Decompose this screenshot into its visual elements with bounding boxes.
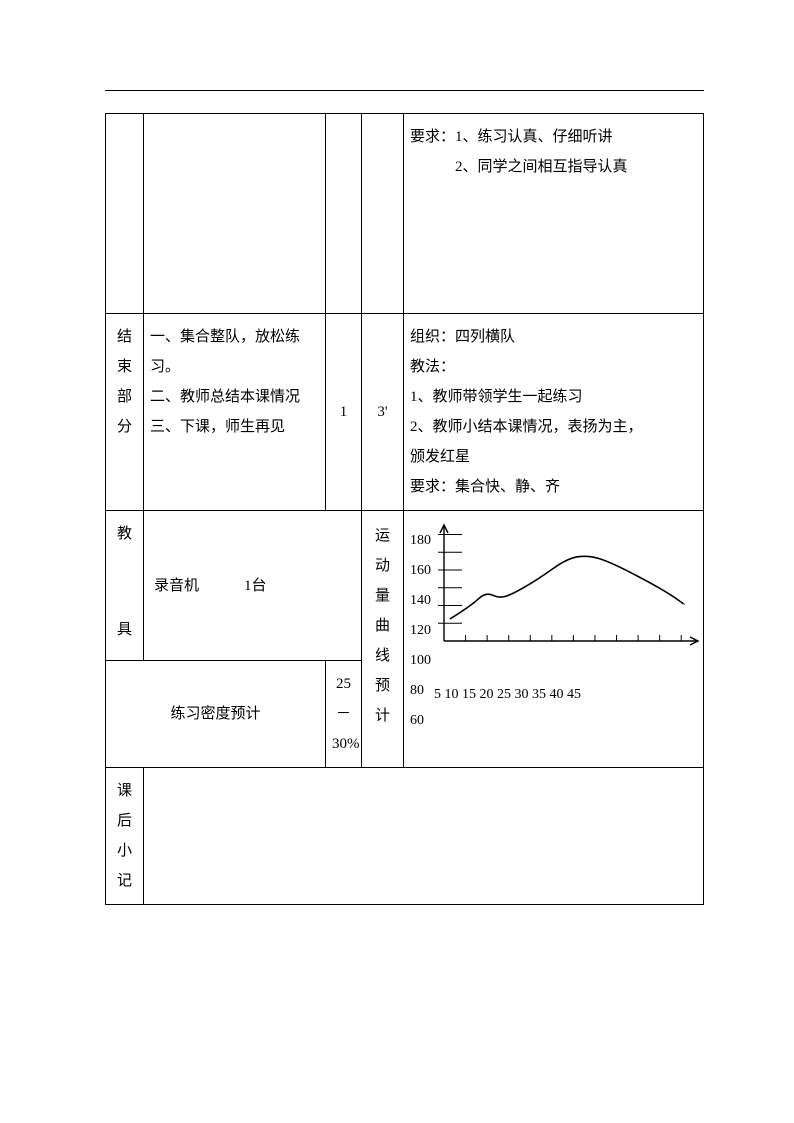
lesson-plan-table: 要求：1、练习认真、仔细听讲 2、同学之间相互指导认真 结 束 部 分 一、集合… — [105, 113, 704, 905]
top-rule — [105, 90, 704, 91]
chart-label: 运 动 量 曲 线 预 计 — [362, 511, 404, 768]
chart-cell: 180 160 140 120 100 80 60 5 10 15 20 25 … — [404, 511, 704, 768]
density-label-cell: 练习密度预计 — [106, 661, 326, 768]
section-label-ending: 结 束 部 分 — [106, 314, 144, 511]
text-line: 1、教师带领学生一起练习 — [410, 382, 697, 412]
text-line: 一、集合整队，放松练习。 — [150, 322, 319, 382]
cell-empty — [362, 114, 404, 314]
table-row: 课 后 小 记 — [106, 768, 704, 905]
chart-x-labels: 5 10 15 20 25 30 35 40 45 — [408, 681, 699, 709]
cell-empty — [326, 114, 362, 314]
text-line: 要求：1、练习认真、仔细听讲 — [410, 122, 697, 152]
text-line: 教法： — [410, 352, 697, 382]
cell-empty — [144, 114, 326, 314]
text-line: 要求：集合快、静、齐 — [410, 472, 697, 502]
text-line: 组织：四列横队 — [410, 322, 697, 352]
text-line: 2、同学之间相互指导认真 — [410, 152, 697, 182]
text-line: 二、教师总结本课情况 — [150, 382, 319, 412]
table-row: 要求：1、练习认真、仔细听讲 2、同学之间相互指导认真 — [106, 114, 704, 314]
equipment-label: 教 具 — [106, 511, 144, 661]
density-value-cell: 25－30% — [326, 661, 362, 768]
cell-empty — [106, 114, 144, 314]
requirements-cell: 要求：1、练习认真、仔细听讲 2、同学之间相互指导认真 — [404, 114, 704, 314]
ending-content: 一、集合整队，放松练习。 二、教师总结本课情况 三、下课，师生再见 — [144, 314, 326, 511]
text-line: 2、教师小结本课情况，表扬为主， — [410, 412, 697, 442]
text-line: 颁发红星 — [410, 442, 697, 472]
intensity-chart: 180 160 140 120 100 80 60 5 10 15 20 25 … — [408, 521, 699, 709]
time-cell: 3' — [362, 314, 404, 511]
equipment-cell: 录音机 1台 — [144, 511, 362, 661]
table-row: 结 束 部 分 一、集合整队，放松练习。 二、教师总结本课情况 三、下课，师生再… — [106, 314, 704, 511]
text-line: 三、下课，师生再见 — [150, 412, 319, 442]
notes-label: 课 后 小 记 — [106, 768, 144, 905]
chart-svg — [438, 521, 718, 661]
notes-cell — [144, 768, 704, 905]
count-cell: 1 — [326, 314, 362, 511]
ending-method: 组织：四列横队 教法： 1、教师带领学生一起练习 2、教师小结本课情况，表扬为主… — [404, 314, 704, 511]
table-row: 教 具 录音机 1台 运 动 量 曲 线 预 计 — [106, 511, 704, 661]
